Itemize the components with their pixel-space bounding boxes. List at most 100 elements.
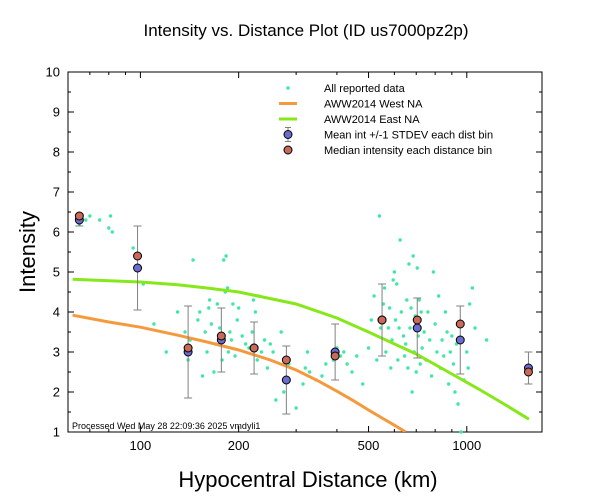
x-tick-label: 1000 bbox=[452, 438, 481, 453]
legend-swatch-reported bbox=[286, 86, 290, 90]
reported-point bbox=[428, 338, 432, 342]
reported-point bbox=[225, 286, 230, 290]
reported-point bbox=[355, 354, 359, 358]
reported-point bbox=[377, 214, 382, 218]
reported-point bbox=[240, 334, 244, 338]
legend-swatch-mean bbox=[283, 130, 293, 139]
reported-point bbox=[338, 354, 343, 358]
reported-point bbox=[164, 350, 168, 354]
legend-label: Mean int +/-1 STDEV each dist bin bbox=[324, 130, 493, 142]
reported-point bbox=[417, 298, 421, 302]
reported-point bbox=[393, 318, 398, 322]
reported-point bbox=[236, 306, 241, 310]
reported-point bbox=[294, 406, 298, 410]
plot-area: 1 2 3 4 5 6 7 8 9 10 100 200 500 1000 All reported dat… bbox=[46, 65, 543, 453]
reported-point bbox=[446, 382, 451, 386]
west-na-curve bbox=[72, 313, 407, 432]
legend-label: AWW2014 East NA bbox=[324, 114, 420, 126]
mean-marker bbox=[412, 323, 422, 333]
reported-point bbox=[279, 330, 283, 334]
reported-point bbox=[456, 402, 460, 406]
x-tick-label: 200 bbox=[228, 438, 250, 453]
reported-point bbox=[231, 302, 235, 306]
reported-point bbox=[107, 226, 111, 230]
reported-point bbox=[422, 330, 426, 334]
reported-point bbox=[191, 258, 195, 262]
reported-point bbox=[375, 358, 379, 362]
reported-point bbox=[440, 338, 444, 342]
reported-point bbox=[152, 322, 156, 326]
reported-point bbox=[218, 326, 222, 330]
reported-point bbox=[209, 322, 214, 326]
reported-point bbox=[433, 322, 437, 326]
reported-point bbox=[399, 310, 403, 314]
median-marker bbox=[249, 343, 259, 353]
reported-point bbox=[243, 342, 248, 346]
reported-point bbox=[414, 370, 418, 374]
reported-point bbox=[250, 330, 254, 334]
reported-point bbox=[408, 326, 412, 330]
reported-point bbox=[405, 298, 409, 302]
x-tick-label: 100 bbox=[130, 438, 152, 453]
legend-label: All reported data bbox=[324, 83, 406, 95]
reported-point bbox=[255, 358, 259, 362]
y-tick-label: 1 bbox=[53, 425, 60, 440]
reported-point bbox=[253, 310, 258, 314]
reported-point bbox=[307, 370, 312, 374]
legend-label: Median intensity each distance bin bbox=[324, 145, 492, 157]
reported-point bbox=[395, 282, 399, 286]
reported-point bbox=[222, 258, 226, 262]
reported-point bbox=[406, 366, 410, 370]
median-marker bbox=[330, 351, 340, 361]
reported-point bbox=[450, 334, 454, 338]
reported-point bbox=[382, 286, 387, 290]
reported-point bbox=[265, 366, 270, 370]
reported-point bbox=[215, 302, 219, 306]
y-tick-label: 4 bbox=[53, 305, 60, 320]
y-tick-label: 7 bbox=[53, 185, 60, 200]
reported-point bbox=[324, 362, 328, 366]
reported-point bbox=[466, 366, 470, 370]
y-tick-label: 9 bbox=[53, 105, 60, 120]
chart-title: Intensity vs. Distance Plot (ID us7000pz… bbox=[143, 21, 468, 40]
reported-point bbox=[407, 262, 411, 266]
y-tick-label: 5 bbox=[53, 265, 60, 280]
reported-point bbox=[198, 310, 202, 314]
reported-point bbox=[401, 334, 406, 338]
reported-point bbox=[396, 358, 400, 362]
reported-point bbox=[262, 338, 267, 342]
reported-point bbox=[391, 278, 395, 282]
reported-point bbox=[484, 338, 489, 342]
reported-point bbox=[271, 350, 275, 354]
reported-point bbox=[419, 310, 423, 314]
median-marker bbox=[281, 355, 291, 365]
reported-point bbox=[453, 390, 457, 394]
reported-point bbox=[467, 302, 472, 306]
reported-point bbox=[415, 266, 419, 270]
reported-point bbox=[207, 298, 212, 302]
median-marker bbox=[455, 319, 465, 329]
y-tick-label: 8 bbox=[53, 145, 60, 160]
reported-point bbox=[409, 306, 413, 310]
reported-point bbox=[445, 330, 449, 334]
mean-marker bbox=[133, 263, 143, 273]
reported-point bbox=[84, 218, 88, 222]
reported-point bbox=[398, 238, 402, 242]
processed-footer: Processed Wed May 28 22:09:36 2025 vmdyl… bbox=[72, 421, 260, 431]
reported-point bbox=[418, 362, 422, 366]
reported-point bbox=[251, 298, 256, 302]
reported-point bbox=[226, 350, 231, 354]
reported-point bbox=[97, 218, 102, 222]
reported-point bbox=[342, 350, 346, 354]
reported-point bbox=[183, 330, 187, 334]
reported-point bbox=[451, 362, 456, 366]
median-marker bbox=[377, 315, 387, 325]
reported-point bbox=[350, 370, 354, 374]
reported-point bbox=[175, 310, 180, 314]
reported-point bbox=[200, 374, 205, 378]
y-tick-label: 6 bbox=[53, 225, 60, 240]
reported-point bbox=[196, 318, 200, 322]
reported-point bbox=[397, 326, 401, 330]
reported-point bbox=[369, 318, 374, 322]
reported-point bbox=[229, 338, 234, 342]
